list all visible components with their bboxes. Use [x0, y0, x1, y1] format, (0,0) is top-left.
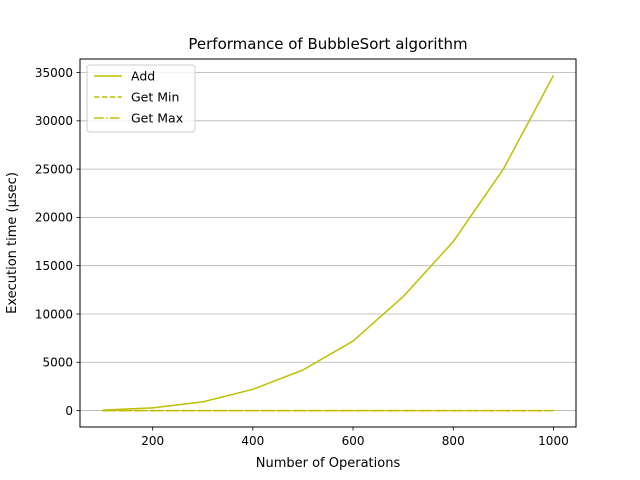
legend-label-add: Add — [131, 69, 155, 84]
y-tick-label: 10000 — [35, 307, 73, 321]
x-tick-label: 200 — [141, 434, 164, 448]
y-axis-label: Execution time (μsec) — [5, 172, 20, 314]
x-tick-label: 800 — [442, 434, 465, 448]
x-tick-label: 600 — [342, 434, 365, 448]
legend-label-get-max: Get Max — [131, 111, 183, 126]
plot-series — [102, 75, 555, 412]
axis-ticks: 0 5000 10000 15000 20000 25000 30000 35000 200 40… — [35, 66, 569, 448]
y-tick-label: 25000 — [35, 162, 73, 176]
legend-box — [86, 64, 196, 133]
y-tick-label: 30000 — [35, 114, 73, 128]
y-tick-label: 20000 — [35, 211, 73, 225]
x-axis-label: Number of Operations — [256, 456, 401, 471]
chart-title: Performance of BubbleSort algorithm — [188, 35, 467, 53]
series-line-add — [102, 75, 555, 411]
legend-label-get-min: Get Min — [131, 90, 179, 105]
y-tick-label: 15000 — [35, 259, 73, 273]
x-tick-label: 1000 — [538, 434, 569, 448]
x-tick-label: 400 — [241, 434, 264, 448]
axes-frame — [79, 58, 577, 428]
legend: Add Get Min Get Max — [86, 64, 196, 133]
y-tick-label: 0 — [65, 404, 73, 418]
y-tick-label: 5000 — [42, 356, 73, 370]
y-tick-label: 35000 — [35, 66, 73, 80]
